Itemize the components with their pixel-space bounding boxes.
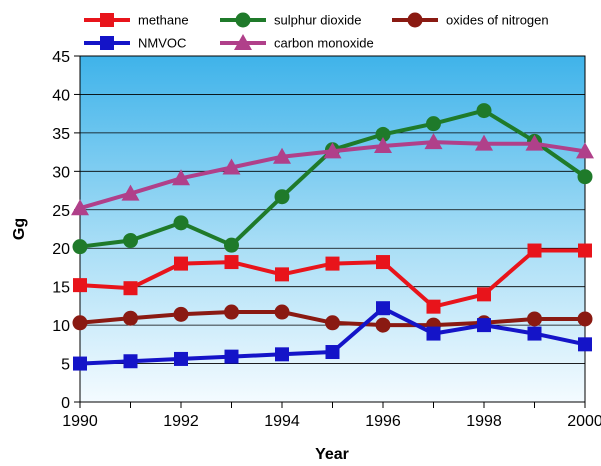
legend-label: sulphur dioxide [274,13,361,28]
legend: methane sulphur dioxide oxides of nitrogen… [84,12,549,51]
gridlines [80,94,585,364]
data-point-sulphur-dioxide [476,103,492,119]
data-point-methane [224,255,239,270]
data-point-methane [477,287,491,302]
data-point-methane [73,278,87,293]
data-point-sulphur-dioxide [173,215,189,231]
data-point-nmvoc [477,318,491,333]
data-point-nmvoc [527,326,542,341]
data-point-sulphur-dioxide [224,237,239,253]
y-axis-title: Gg [11,218,28,240]
y-tick-label: 15 [52,280,70,297]
legend-item-nmvoc: NMVOC [84,36,186,51]
x-axis: 1990 1992 1994 1996 1998 2000 [62,402,601,430]
legend-swatch-marker [407,12,423,28]
y-tick-label: 25 [52,203,70,220]
legend-swatch-marker [100,36,114,50]
data-point-nmvoc [578,337,592,352]
data-point-carbon-monoxide [424,133,443,150]
data-point-oxides-of-nitrogen [224,304,239,320]
legend-swatch-marker [100,13,114,27]
y-tick-label: 0 [61,395,70,412]
y-tick-label: 35 [52,126,70,143]
data-point-nmvoc [73,356,87,371]
data-point-carbon-monoxide [273,147,291,164]
y-tick-label: 40 [52,87,70,104]
data-point-oxides-of-nitrogen [274,304,290,320]
series-nmvoc [73,301,592,371]
data-point-methane [527,243,542,258]
x-tick-label: 1992 [163,413,199,430]
data-point-carbon-monoxide [374,136,392,153]
data-point-oxides-of-nitrogen [173,306,189,322]
data-point-carbon-monoxide [323,142,342,159]
legend-swatch-marker [234,34,252,50]
legend-label: methane [138,13,189,28]
data-point-methane [426,299,441,314]
data-point-methane [376,255,390,270]
data-point-sulphur-dioxide [72,239,88,255]
data-point-carbon-monoxide [525,134,544,151]
y-tick-label: 45 [52,49,70,66]
legend-item-oxides-of-nitrogen: oxides of nitrogen [392,12,549,28]
legend-item-sulphur-dioxide: sulphur dioxide [220,12,361,28]
y-tick-label: 30 [52,164,70,181]
data-point-methane [275,267,289,282]
data-point-carbon-monoxide [172,169,190,186]
x-tick-label: 1996 [365,413,401,430]
data-point-oxides-of-nitrogen [577,311,593,327]
x-tick-label: 1998 [466,413,502,430]
data-point-sulphur-dioxide [577,169,593,185]
data-point-carbon-monoxide [475,134,493,151]
series-group [71,103,594,371]
data-point-nmvoc [275,347,289,362]
series-carbon-monoxide [71,133,594,216]
data-point-sulphur-dioxide [426,116,441,132]
x-tick-label: 1994 [264,413,300,430]
data-point-nmvoc [325,345,340,360]
data-point-methane [174,256,188,271]
data-point-methane [578,243,592,258]
data-point-carbon-monoxide [71,199,89,216]
legend-swatch-marker [235,12,251,28]
data-point-sulphur-dioxide [274,189,290,205]
legend-item-methane: methane [84,13,189,28]
data-point-nmvoc [376,301,390,316]
x-axis-title: Year [315,446,349,463]
legend-item-carbon-monoxide: carbon monoxide [220,34,374,51]
data-point-nmvoc [224,349,239,364]
data-point-nmvoc [426,326,441,341]
data-point-oxides-of-nitrogen [325,315,340,331]
data-point-nmvoc [174,351,188,366]
y-tick-label: 5 [61,357,70,374]
data-point-carbon-monoxide [576,142,594,159]
data-point-carbon-monoxide [222,158,241,175]
data-point-carbon-monoxide [121,184,140,201]
y-axis: 0 5 10 15 20 25 30 35 40 45 [52,49,80,412]
data-point-methane [123,281,138,296]
legend-label: carbon monoxide [274,36,374,51]
data-point-oxides-of-nitrogen [123,310,138,326]
data-point-oxides-of-nitrogen [72,315,88,331]
legend-label: oxides of nitrogen [446,13,549,28]
data-point-sulphur-dioxide [375,126,391,142]
x-tick-label: 2000 [567,413,601,430]
data-point-methane [325,256,340,271]
data-point-oxides-of-nitrogen [375,317,391,333]
series-oxides-of-nitrogen [72,304,593,333]
x-tick-label: 1990 [62,413,98,430]
data-point-oxides-of-nitrogen [527,311,542,327]
series-methane [73,243,592,314]
data-point-nmvoc [123,354,138,369]
y-tick-label: 10 [52,318,70,335]
y-tick-label: 20 [52,241,70,258]
legend-label: NMVOC [138,36,186,51]
data-point-sulphur-dioxide [123,233,138,249]
